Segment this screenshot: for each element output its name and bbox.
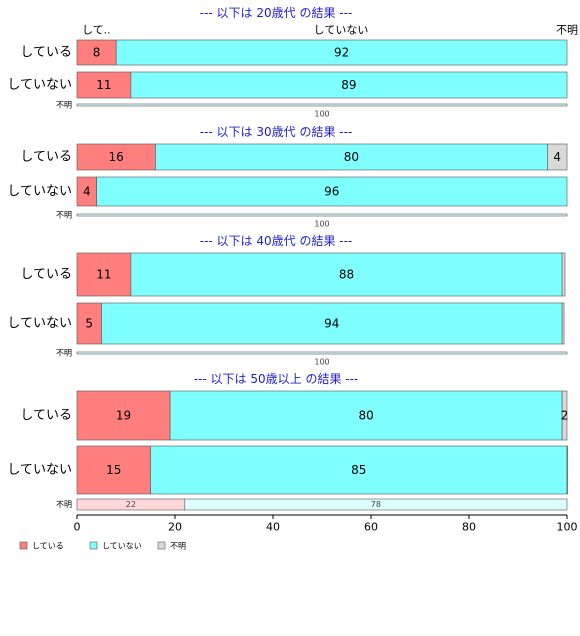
row-label: 不明 xyxy=(56,500,72,509)
bar-segment xyxy=(76,445,151,495)
bar-value-label: 80 xyxy=(358,409,373,423)
bar-segment xyxy=(76,103,568,107)
bar-value-label: 11 xyxy=(96,268,111,282)
bar-segment xyxy=(76,71,132,99)
column-header: 不明 xyxy=(556,24,578,37)
legend-label: 不明 xyxy=(170,542,186,551)
legend-swatch xyxy=(157,541,166,550)
bar-value-label: 5 xyxy=(85,317,93,331)
column-header: していない xyxy=(314,24,369,37)
bar-value-label: 94 xyxy=(324,317,339,331)
x-tick-label: 100 xyxy=(557,521,578,534)
bar-segment xyxy=(76,39,117,66)
bar-value-label: 19 xyxy=(116,409,131,423)
x-tick-label: 80 xyxy=(462,521,476,534)
bar-value-label: 100 xyxy=(314,220,329,229)
bar-value-label: 96 xyxy=(324,185,339,199)
panel-title: --- 以下は 50歳以上 の結果 --- xyxy=(194,372,359,386)
panel-title: --- 以下は 20歳代 の結果 --- xyxy=(200,6,353,20)
bar-segment xyxy=(130,252,563,297)
bar-value-label: 100 xyxy=(314,358,329,367)
bar-value-label: 4 xyxy=(83,185,91,199)
bar-segment xyxy=(76,302,102,345)
bar-value-label: 22 xyxy=(126,500,136,509)
bar-segment xyxy=(76,351,568,355)
bar-value-label: 15 xyxy=(106,463,121,477)
column-header: して.. xyxy=(82,24,111,37)
x-tick-label: 0 xyxy=(74,521,81,534)
bar-segment xyxy=(547,143,568,171)
bar-value-label: 92 xyxy=(334,46,349,60)
bar-segment xyxy=(76,143,156,171)
row-label: している xyxy=(20,408,72,423)
panel-title: --- 以下は 30歳代 の結果 --- xyxy=(200,125,353,139)
bar-segment xyxy=(155,143,548,171)
bar-value-label: 16 xyxy=(109,150,124,164)
x-tick-label: 40 xyxy=(266,521,280,534)
row-label: していない xyxy=(7,463,72,478)
bar-segment xyxy=(169,390,563,441)
row-label: 不明 xyxy=(56,101,72,110)
bar-segment xyxy=(130,71,568,99)
bar-value-label: 100 xyxy=(314,110,329,119)
bar-value-label: 4 xyxy=(553,150,561,164)
row-label: していない xyxy=(7,78,72,93)
bar-segment xyxy=(96,176,568,207)
bar-segment xyxy=(561,252,566,297)
bar-value-label: 8 xyxy=(93,46,101,60)
row-label: 不明 xyxy=(56,211,72,220)
row-label: 不明 xyxy=(56,349,72,358)
bar-value-label: 2 xyxy=(561,409,569,423)
bar-segment xyxy=(566,445,568,495)
bar-segment xyxy=(561,390,568,441)
row-label: している xyxy=(20,267,72,282)
row-label: していない xyxy=(7,184,72,199)
bar-segment xyxy=(76,213,568,217)
bar-value-label: 85 xyxy=(351,463,366,477)
bar-segment xyxy=(76,390,171,441)
panel-title: --- 以下は 40歳代 の結果 --- xyxy=(200,234,353,248)
bar-value-label: 80 xyxy=(344,150,359,164)
row-label: している xyxy=(20,45,72,60)
row-label: している xyxy=(20,150,72,165)
bar-segment xyxy=(101,302,563,345)
bar-value-label: 89 xyxy=(341,78,356,92)
legend-swatch xyxy=(19,541,28,550)
bar-value-label: 88 xyxy=(339,268,354,282)
bar-segment xyxy=(561,302,565,345)
x-tick-label: 20 xyxy=(168,521,182,534)
bar-segment xyxy=(76,252,132,297)
bar-segment xyxy=(115,39,568,66)
bar-segment xyxy=(184,498,568,511)
bar-value-label: 78 xyxy=(371,500,381,509)
row-label: していない xyxy=(7,316,72,331)
legend-swatch xyxy=(89,541,98,550)
bar-value-label: 11 xyxy=(96,78,111,92)
x-tick-label: 60 xyxy=(364,521,378,534)
legend-label: していない xyxy=(102,542,142,551)
legend-label: している xyxy=(32,542,64,551)
bar-segment xyxy=(150,445,568,495)
